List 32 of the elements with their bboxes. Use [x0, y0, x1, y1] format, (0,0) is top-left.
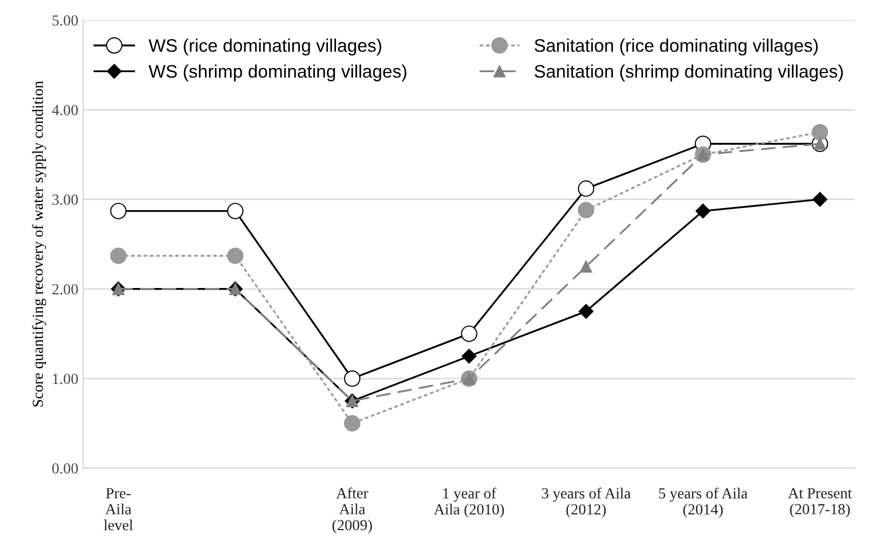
point — [696, 204, 710, 218]
point — [110, 202, 127, 220]
point — [812, 124, 828, 140]
y-tick-label: 3.00 — [52, 194, 78, 205]
point — [812, 192, 828, 207]
y-tick-label: 5.00 — [52, 15, 78, 26]
y-tick-label: 1.00 — [53, 374, 78, 384]
point — [344, 370, 360, 387]
point — [344, 415, 360, 432]
x-tick-label: At Present (2017-18) — [788, 488, 852, 518]
y-tick-label: 4.00 — [52, 104, 78, 116]
point — [460, 326, 478, 342]
legend-label: Sanitation (rice dominating villages) — [534, 38, 818, 56]
y-axis-title: Score quantifying recovery of water sypply condition — [32, 81, 46, 406]
legend-label: WS (rice dominating villages) — [148, 38, 382, 56]
x-tick-label: After Aila (2009) — [332, 487, 372, 534]
x-tick-label: 1 year of Aila (2010) — [434, 488, 504, 518]
point — [227, 248, 244, 264]
y-tick-label: 0.00 — [52, 463, 78, 474]
point — [578, 180, 594, 197]
legend-label: WS (shrimp dominating villages) — [148, 64, 406, 82]
point — [578, 202, 594, 218]
x-tick-label: 5 years of Aila (2014) — [659, 488, 748, 518]
point — [227, 202, 244, 220]
legend-label: Sanitation (shrimp dominating villages) — [534, 64, 843, 82]
x-tick-label: Pre- Aila level — [104, 488, 133, 530]
x-tick-label: 3 years of Aila (2012) — [542, 488, 631, 518]
point — [110, 248, 127, 264]
point — [578, 304, 594, 319]
point — [580, 260, 592, 273]
point — [462, 348, 477, 364]
y-tick-label: 2.00 — [52, 284, 78, 294]
